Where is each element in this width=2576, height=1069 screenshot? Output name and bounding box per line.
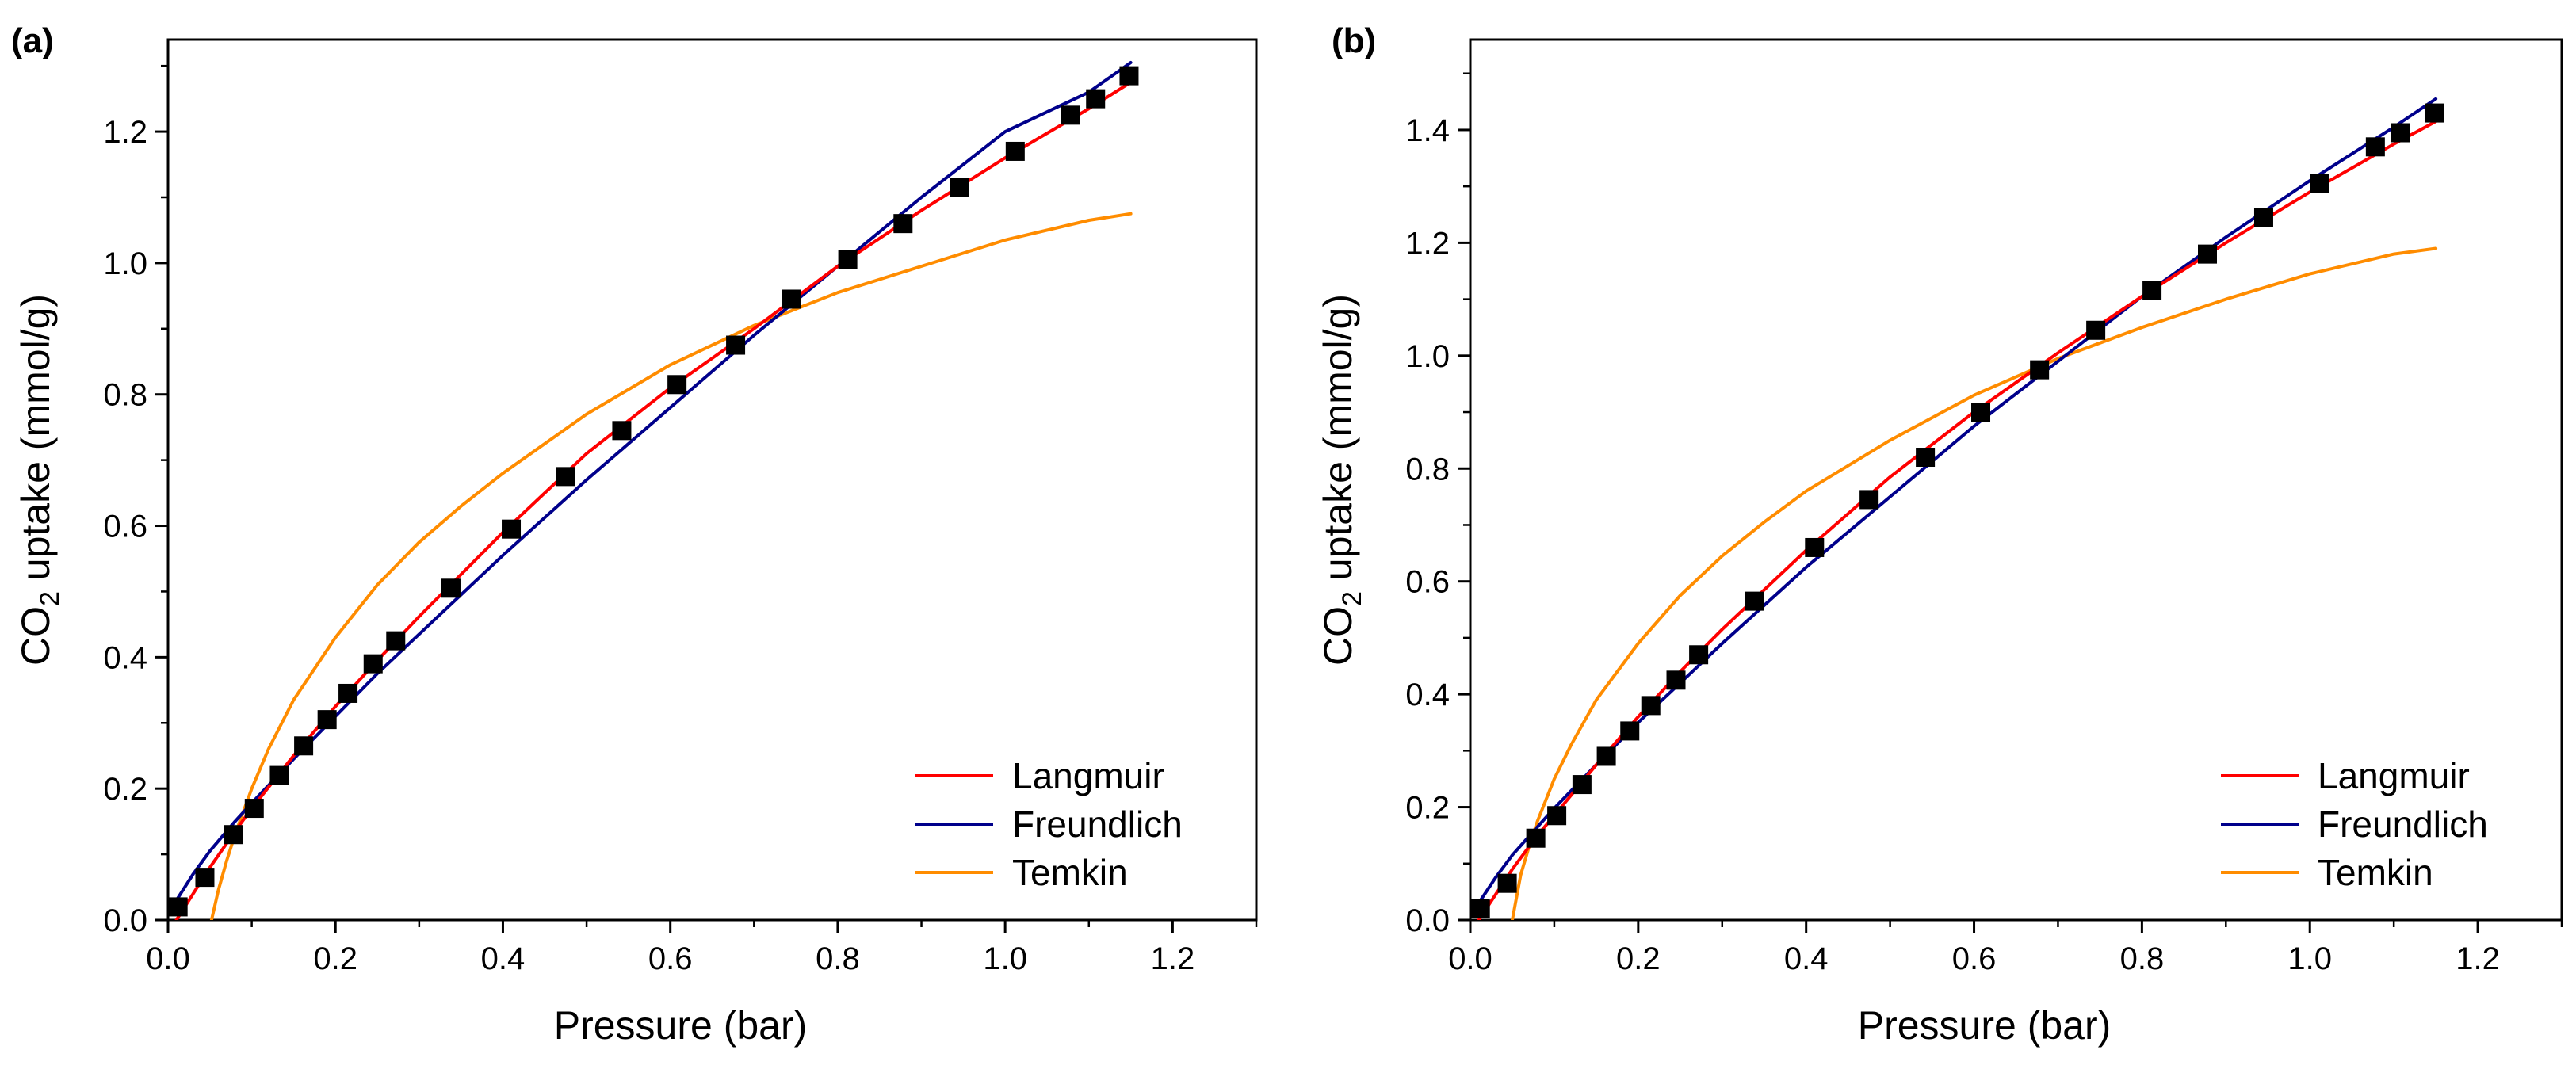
data-point [386, 631, 406, 651]
data-point [1547, 806, 1567, 826]
data-point [441, 578, 461, 598]
y-tick-label: 0.4 [1405, 678, 1450, 712]
legend-label-langmuir: Langmuir [2318, 755, 2470, 796]
data-point [502, 519, 522, 539]
x-tick-label: 0.6 [648, 941, 693, 976]
plot-frame [166, 38, 1258, 922]
panel-label: (b) [1332, 21, 1376, 60]
series-line-langmuir [174, 80, 1133, 920]
data-point [363, 654, 383, 674]
y-tick-label: 1.4 [1405, 113, 1450, 148]
data-point [1641, 696, 1661, 716]
data-point [1061, 105, 1080, 125]
data-point [195, 868, 215, 888]
x-tick-label: 0.8 [2120, 941, 2165, 976]
x-tick-label: 0.6 [1952, 941, 1997, 976]
y-tick-label: 0.2 [1405, 791, 1450, 826]
y-tick-label: 0.6 [103, 510, 147, 544]
data-point [2198, 244, 2218, 264]
data-point [269, 765, 289, 785]
y-tick-label: 0.8 [1405, 452, 1450, 487]
data-point [1572, 775, 1592, 795]
data-point [1086, 89, 1106, 109]
data-point [667, 375, 687, 395]
data-point [317, 710, 337, 730]
data-point [2365, 137, 2385, 157]
legend-label-freundlich: Freundlich [1012, 804, 1183, 845]
y-tick-label: 0.8 [103, 378, 147, 413]
y-tick-label: 0.0 [103, 903, 147, 938]
x-axis-title: Pressure (bar) [554, 1003, 808, 1048]
data-point [1859, 490, 1879, 510]
y-axis-title: CO2 uptake (mmol/g) [13, 294, 65, 666]
data-point [2142, 281, 2162, 300]
data-point [294, 736, 314, 756]
y-axis-title: CO2 uptake (mmol/g) [1316, 294, 1367, 666]
series-line-langmuir [1477, 120, 2438, 920]
y-tick-label: 0.6 [1405, 565, 1450, 600]
legend-label-langmuir: Langmuir [1012, 755, 1164, 796]
y-tick-label: 0.2 [103, 772, 147, 807]
data-point [2030, 360, 2050, 380]
data-point [782, 289, 801, 309]
data-point [1526, 828, 1546, 848]
y-tick-label: 1.0 [103, 246, 147, 281]
data-point [1620, 721, 1640, 741]
x-tick-label: 1.2 [2456, 941, 2500, 976]
x-tick-label: 0.2 [1616, 941, 1661, 976]
data-point [1666, 670, 1686, 690]
data-point [556, 467, 575, 487]
data-point [168, 897, 188, 917]
data-point [1916, 448, 1936, 468]
x-tick-label: 0.8 [816, 941, 860, 976]
data-point [950, 178, 969, 197]
panel-label: (a) [11, 21, 54, 60]
series-line-temkin [1511, 246, 2438, 920]
data-point [2253, 208, 2273, 227]
data-point [1689, 645, 1709, 665]
data-point [1497, 873, 1517, 893]
y-tick-label: 0.4 [103, 640, 147, 675]
data-point [1745, 591, 1764, 611]
data-point [1596, 746, 1616, 766]
data-point [893, 214, 913, 234]
data-point [338, 683, 358, 703]
series-line-temkin [209, 212, 1133, 920]
data-point [2424, 103, 2444, 123]
data-point [1470, 899, 1490, 918]
plot-frame [1469, 38, 2563, 922]
panel-a: (a) 0.0 0.2 0.4 0.6 0.8 1.0 1.2 0.0 0.2 0.4 0.6 0.8 1… [11, 21, 1258, 1048]
x-tick-label: 1.0 [983, 941, 1027, 976]
data-point [2310, 174, 2329, 193]
x-tick-label: 1.0 [2287, 941, 2332, 976]
x-tick-label: 0.2 [313, 941, 357, 976]
legend-label-temkin: Temkin [2318, 852, 2433, 893]
x-tick-label: 1.2 [1151, 941, 1195, 976]
x-tick-label: 0.4 [1784, 941, 1829, 976]
panel-b: (b) 0.0 0.2 0.4 0.6 0.8 1.0 1.2 0.0 0.2 0.4 0.6 0.8 1… [1316, 21, 2563, 1048]
legend-label-temkin: Temkin [1012, 852, 1128, 893]
data-point [1971, 403, 1991, 422]
y-tick-label: 1.0 [1405, 339, 1450, 374]
data-point [224, 825, 243, 845]
x-tick-label: 0.4 [481, 941, 526, 976]
data-point [612, 421, 632, 441]
data-point [2391, 123, 2410, 143]
data-point [1005, 141, 1025, 161]
y-tick-label: 1.2 [103, 115, 147, 150]
series-line-freundlich [1477, 97, 2438, 905]
x-tick-label: 0.0 [1448, 941, 1492, 976]
data-point [1805, 537, 1825, 557]
legend-label-freundlich: Freundlich [2318, 804, 2488, 845]
y-tick-label: 0.0 [1405, 903, 1450, 938]
x-axis-title: Pressure (bar) [1858, 1003, 2112, 1048]
data-point [726, 335, 746, 355]
data-point [2086, 320, 2106, 340]
data-point [1119, 66, 1139, 86]
x-tick-label: 0.0 [146, 941, 190, 976]
data-point [244, 799, 264, 819]
y-tick-label: 1.2 [1405, 226, 1450, 261]
data-point [838, 250, 858, 269]
